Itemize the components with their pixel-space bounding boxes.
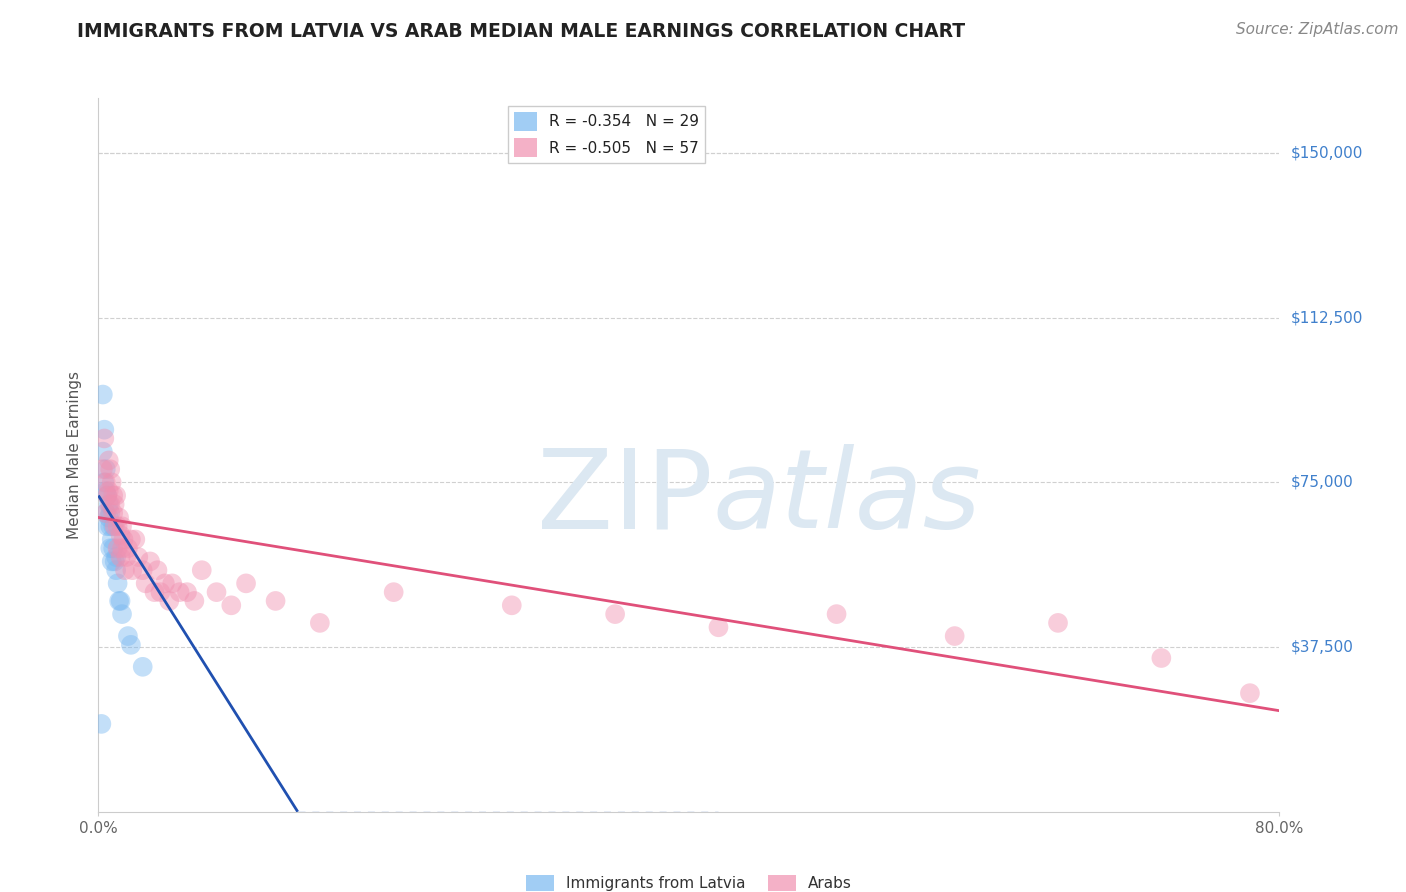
- Point: [103, 541, 125, 556]
- Point: [93, 432, 115, 446]
- Text: $37,500: $37,500: [1291, 640, 1354, 655]
- Point: [105, 563, 128, 577]
- Point: [1150, 651, 1173, 665]
- Text: $150,000: $150,000: [1291, 145, 1362, 161]
- Point: [100, 554, 122, 568]
- Point: [382, 585, 405, 599]
- Point: [121, 563, 143, 577]
- Point: [94, 462, 117, 476]
- Point: [97, 510, 120, 524]
- Point: [153, 576, 176, 591]
- Point: [124, 533, 146, 547]
- Point: [100, 533, 122, 547]
- Text: Source: ZipAtlas.com: Source: ZipAtlas.com: [1236, 22, 1399, 37]
- Point: [115, 549, 138, 564]
- Point: [132, 660, 155, 674]
- Point: [183, 594, 205, 608]
- Point: [94, 506, 117, 520]
- Point: [127, 549, 149, 564]
- Point: [96, 489, 118, 503]
- Point: [1046, 615, 1069, 630]
- Point: [112, 533, 135, 547]
- Point: [104, 554, 127, 568]
- Point: [143, 585, 166, 599]
- Point: [146, 563, 169, 577]
- Point: [943, 629, 966, 643]
- Point: [103, 519, 125, 533]
- Point: [219, 599, 242, 613]
- Point: [114, 563, 136, 577]
- Point: [309, 615, 332, 630]
- Point: [91, 462, 114, 476]
- Point: [90, 717, 112, 731]
- Point: [707, 620, 730, 634]
- Point: [107, 541, 129, 556]
- Point: [96, 489, 118, 503]
- Point: [108, 510, 131, 524]
- Point: [94, 475, 117, 490]
- Point: [104, 497, 127, 511]
- Point: [103, 489, 125, 503]
- Y-axis label: Median Male Earnings: Median Male Earnings: [67, 371, 83, 539]
- Point: [111, 541, 134, 556]
- Point: [94, 506, 117, 520]
- Point: [205, 585, 228, 599]
- Point: [105, 549, 128, 564]
- Point: [191, 563, 214, 577]
- Point: [94, 484, 117, 499]
- Point: [91, 444, 114, 458]
- Point: [235, 576, 257, 591]
- Point: [110, 594, 132, 608]
- Text: $75,000: $75,000: [1291, 475, 1354, 490]
- Point: [120, 638, 142, 652]
- Point: [98, 506, 121, 520]
- Point: [96, 519, 118, 533]
- Text: $112,500: $112,500: [1291, 310, 1362, 326]
- Point: [103, 506, 125, 520]
- Point: [98, 462, 121, 476]
- Point: [605, 607, 627, 621]
- Point: [120, 533, 142, 547]
- Point: [149, 585, 172, 599]
- Point: [132, 563, 155, 577]
- Point: [1239, 686, 1261, 700]
- Point: [176, 585, 198, 599]
- Point: [93, 423, 115, 437]
- Point: [111, 519, 134, 533]
- Point: [107, 519, 129, 533]
- Point: [501, 599, 523, 613]
- Point: [104, 519, 127, 533]
- Point: [117, 541, 139, 556]
- Point: [264, 594, 287, 608]
- Point: [100, 475, 122, 490]
- Point: [117, 629, 139, 643]
- Point: [98, 497, 121, 511]
- Point: [157, 594, 180, 608]
- Point: [108, 594, 131, 608]
- Point: [135, 576, 157, 591]
- Point: [162, 576, 183, 591]
- Point: [111, 607, 134, 621]
- Point: [98, 541, 121, 556]
- Text: ZIP: ZIP: [537, 444, 713, 551]
- Legend: Immigrants from Latvia, Arabs: Immigrants from Latvia, Arabs: [520, 870, 858, 892]
- Point: [110, 528, 132, 542]
- Point: [97, 497, 120, 511]
- Point: [169, 585, 191, 599]
- Text: atlas: atlas: [713, 444, 981, 551]
- Point: [98, 519, 121, 533]
- Point: [825, 607, 848, 621]
- Point: [110, 549, 132, 564]
- Point: [105, 489, 128, 503]
- Point: [107, 576, 129, 591]
- Text: IMMIGRANTS FROM LATVIA VS ARAB MEDIAN MALE EARNINGS CORRELATION CHART: IMMIGRANTS FROM LATVIA VS ARAB MEDIAN MA…: [77, 22, 966, 41]
- Point: [91, 387, 114, 401]
- Point: [93, 475, 115, 490]
- Point: [97, 453, 120, 467]
- Point: [139, 554, 162, 568]
- Point: [97, 484, 120, 499]
